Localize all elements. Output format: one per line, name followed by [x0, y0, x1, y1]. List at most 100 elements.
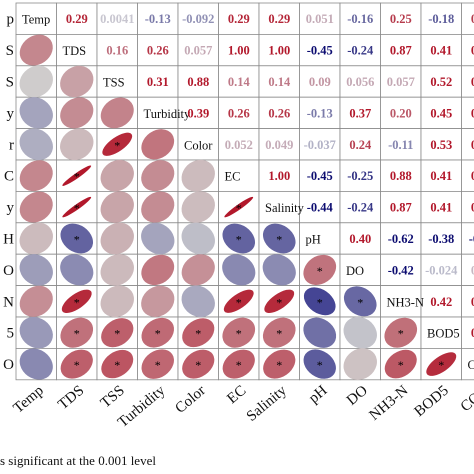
- correlation-value: -0.62: [388, 232, 414, 246]
- correlation-ellipse: [100, 191, 134, 223]
- correlation-value: 0.29: [268, 12, 290, 26]
- grid-cell: [56, 34, 98, 67]
- grid-cell: [380, 34, 422, 67]
- grid-cell: [56, 2, 98, 35]
- correlation-value: 0.41: [430, 169, 452, 183]
- grid-cell: [420, 65, 462, 98]
- correlation-value: 0.29: [66, 12, 88, 26]
- significance-marker: *: [276, 327, 282, 341]
- correlation-ellipse: [62, 196, 92, 218]
- grid-cell: [461, 190, 474, 224]
- significance-marker: *: [317, 295, 323, 309]
- grid-cell: [339, 222, 381, 255]
- correlation-ellipse: [101, 349, 134, 379]
- correlation-ellipse: [102, 132, 133, 156]
- significance-marker: *: [195, 358, 201, 372]
- correlation-ellipse: [141, 285, 175, 317]
- correlation-ellipse: [222, 254, 256, 286]
- correlation-ellipse: [181, 285, 215, 318]
- correlation-value: -0.092: [182, 12, 214, 26]
- correlation-ellipse: [60, 317, 94, 348]
- correlation-value: 0.057: [387, 75, 415, 89]
- correlation-value: 0.87: [390, 201, 412, 215]
- correlation-value: 0.86: [471, 326, 474, 340]
- correlation-ellipse: [223, 289, 254, 313]
- significance-marker: *: [74, 170, 80, 184]
- significance-marker: *: [74, 327, 80, 341]
- correlation-ellipse: [100, 254, 134, 286]
- correlation-value: 0.09: [309, 75, 331, 89]
- correlation-ellipse: [100, 159, 134, 192]
- correlation-ellipse: [181, 222, 215, 255]
- correlation-value: 0.88: [187, 75, 209, 89]
- correlation-ellipse: [100, 285, 134, 318]
- correlation-value: 1.00: [228, 44, 250, 58]
- significance-marker: *: [317, 264, 323, 278]
- correlation-ellipse: [62, 165, 92, 186]
- significance-marker: *: [357, 295, 363, 309]
- correlation-ellipse: [141, 160, 175, 192]
- correlation-ellipse: [141, 254, 175, 286]
- correlation-ellipse: [343, 316, 377, 349]
- grid-cell: [461, 347, 474, 381]
- diagonal-label: CO: [468, 358, 474, 372]
- correlation-value: 0.58: [471, 75, 474, 89]
- row-label: O: [3, 263, 14, 279]
- correlation-value: 0.41: [430, 44, 452, 58]
- row-label: S: [6, 75, 14, 91]
- grid-cell: [299, 2, 341, 35]
- correlation-ellipse: [262, 317, 296, 348]
- grid-cell: [461, 96, 474, 129]
- correlation-value: 0.26: [268, 106, 290, 120]
- correlation-value: 0.56: [471, 295, 474, 309]
- correlation-ellipse: [182, 318, 215, 348]
- grid-cell: [218, 128, 260, 161]
- row-label: H: [3, 232, 14, 248]
- correlation-ellipse: [343, 348, 377, 380]
- correlation-value: -0.13: [145, 12, 171, 26]
- diagonal-label: EC: [225, 170, 241, 184]
- correlation-value: -0.24: [347, 201, 374, 215]
- diagonal-label: NH3-N: [387, 295, 425, 309]
- correlation-ellipse: [222, 317, 256, 348]
- correlation-value: 0.0041: [100, 12, 134, 26]
- grid-cell: [339, 190, 381, 224]
- correlation-ellipse: [60, 65, 94, 98]
- correlation-value: 0.16: [106, 44, 128, 58]
- correlation-value: 0.47: [471, 106, 474, 120]
- grid-cell: [380, 128, 422, 161]
- correlation-ellipse: [19, 128, 53, 161]
- grid-cell: [299, 65, 341, 98]
- correlation-ellipse: [19, 285, 53, 317]
- grid-cell: [339, 2, 381, 35]
- row-label: C: [4, 169, 14, 185]
- correlation-value: 0.056: [346, 75, 374, 89]
- correlation-value: 0.051: [306, 12, 334, 26]
- grid-cell: [420, 159, 462, 192]
- correlation-value: 0.52: [430, 75, 452, 89]
- correlation-ellipse: [141, 191, 175, 223]
- correlation-value: -0.024: [425, 263, 458, 277]
- significance-marker: *: [438, 358, 444, 372]
- correlation-value: 0.24: [349, 138, 372, 152]
- correlation-ellipse: [19, 191, 53, 223]
- correlation-value: 0.40: [349, 232, 371, 246]
- diagonal-label: TDS: [63, 44, 87, 58]
- correlation-ellipse: [222, 349, 255, 379]
- correlation-value: 0.42: [430, 295, 452, 309]
- significance-marker: *: [236, 295, 242, 309]
- correlation-value: 0.88: [390, 169, 412, 183]
- grid-cell: [461, 222, 474, 255]
- correlation-value: 0.14: [228, 75, 251, 89]
- correlation-ellipse: [60, 223, 94, 254]
- correlation-ellipse: [141, 317, 175, 348]
- correlation-value: 0.20: [390, 106, 412, 120]
- significance-marker: *: [236, 358, 242, 372]
- grid-cell: [218, 65, 260, 98]
- significance-marker: *: [114, 358, 120, 372]
- correlation-value: -0.38: [428, 232, 454, 246]
- correlation-value: 0.53: [471, 138, 474, 152]
- significance-marker: *: [114, 138, 120, 152]
- significance-marker: *: [74, 358, 80, 372]
- grid-cell: [299, 159, 341, 192]
